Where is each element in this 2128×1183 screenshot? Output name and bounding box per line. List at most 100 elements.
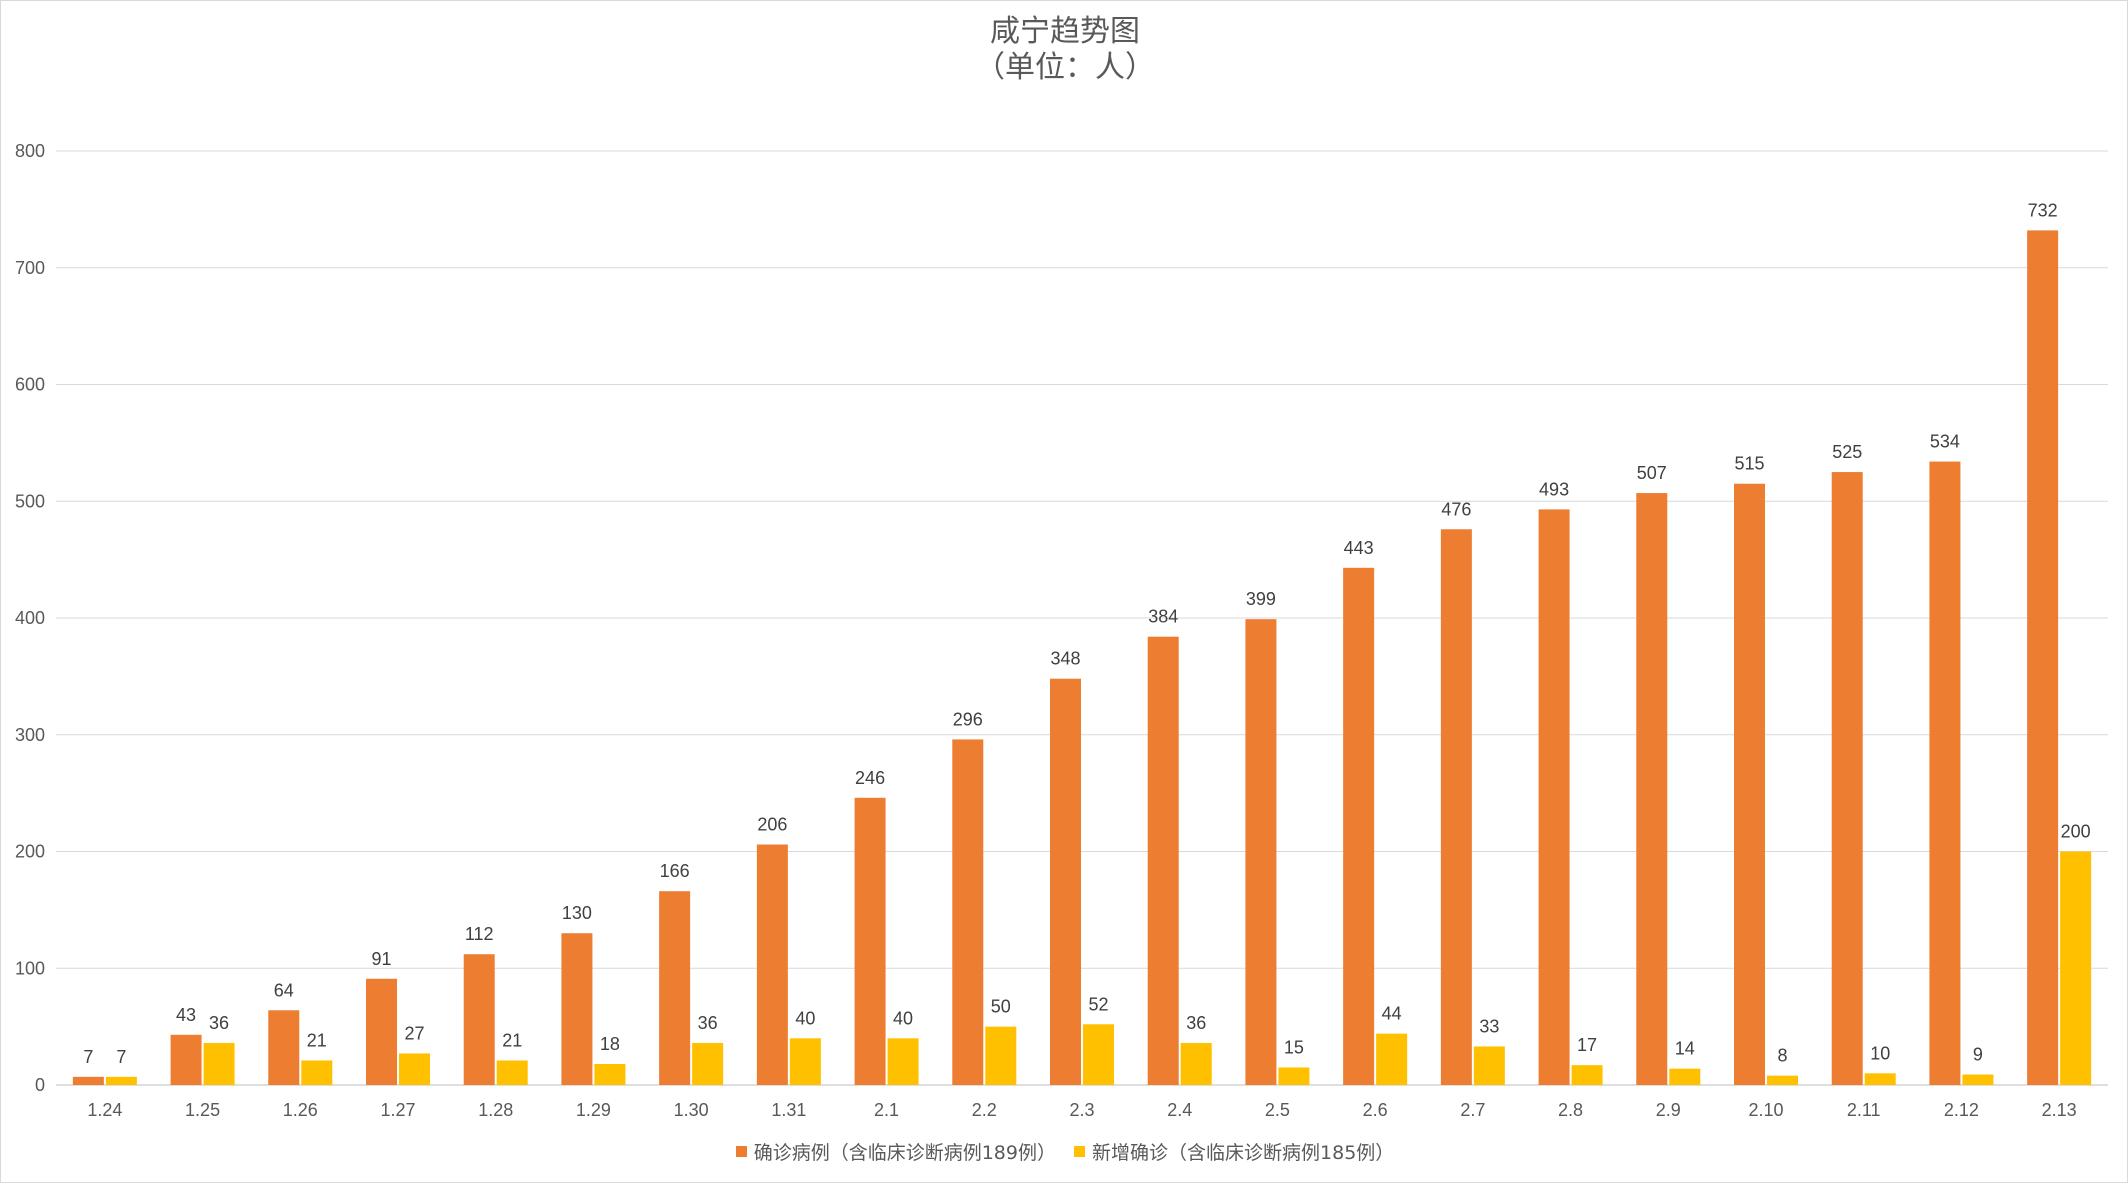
bar-confirmed: [854, 797, 886, 1085]
x-tick-label: 2.9: [1656, 1100, 1681, 1120]
bar-confirmed: [1440, 529, 1472, 1085]
x-tick-label: 2.2: [972, 1100, 997, 1120]
x-tick-label: 2.8: [1558, 1100, 1583, 1120]
data-label-confirmed: 732: [2028, 200, 2058, 220]
bar-new: [496, 1060, 528, 1085]
x-tick-label: 2.13: [2042, 1100, 2077, 1120]
data-label-confirmed: 507: [1637, 463, 1667, 483]
bar-confirmed: [1147, 636, 1179, 1085]
bar-confirmed: [366, 978, 397, 1085]
x-tick-label: 2.1: [874, 1100, 899, 1120]
bar-confirmed: [463, 954, 495, 1085]
legend-label-new: 新增确诊（含临床诊断病例185例）: [1092, 1142, 1395, 1164]
bar-new: [887, 1038, 919, 1085]
y-tick-label: 600: [15, 375, 45, 395]
data-label-confirmed: 246: [855, 768, 885, 788]
data-label-new: 40: [893, 1008, 913, 1028]
x-tick-label: 2.10: [1748, 1100, 1783, 1120]
bar-confirmed: [952, 739, 984, 1085]
data-label-confirmed: 43: [176, 1005, 196, 1025]
data-label-new: 10: [1870, 1043, 1890, 1063]
bar-new: [301, 1060, 333, 1085]
bar-new: [1962, 1074, 1994, 1085]
x-tick-label: 2.12: [1944, 1100, 1979, 1120]
bar-new: [203, 1042, 235, 1085]
x-tick-label: 1.26: [283, 1100, 318, 1120]
data-label-new: 14: [1675, 1039, 1695, 1059]
data-label-new: 17: [1577, 1035, 1597, 1055]
bar-new: [2060, 851, 2092, 1085]
bar-new: [1767, 1075, 1798, 1085]
bar-new: [399, 1053, 430, 1085]
legend-swatch-confirmed: [735, 1146, 747, 1157]
x-tick-label: 1.31: [771, 1100, 806, 1120]
legend-label-confirmed: 确诊病例（含临床诊断病例189例）: [753, 1142, 1056, 1164]
bar-confirmed: [756, 844, 788, 1085]
x-tick-label: 1.25: [185, 1100, 220, 1120]
bar-new: [1864, 1073, 1896, 1085]
data-label-confirmed: 112: [465, 924, 494, 944]
bar-confirmed: [72, 1076, 104, 1085]
y-tick-label: 100: [15, 958, 45, 978]
data-label-confirmed: 443: [1344, 538, 1374, 558]
data-label-new: 21: [307, 1030, 327, 1050]
data-label-new: 36: [698, 1013, 718, 1033]
y-tick-label: 400: [15, 608, 45, 628]
bar-confirmed: [659, 891, 691, 1085]
y-tick-label: 800: [15, 141, 45, 161]
data-label-confirmed: 91: [371, 949, 391, 969]
data-label-confirmed: 7: [83, 1047, 93, 1067]
data-label-new: 9: [1973, 1044, 1983, 1064]
data-label-new: 15: [1284, 1037, 1304, 1057]
data-label-confirmed: 130: [562, 903, 592, 923]
x-tick-label: 1.27: [380, 1100, 415, 1120]
x-tick-label: 2.6: [1363, 1100, 1388, 1120]
data-label-new: 44: [1382, 1004, 1402, 1024]
data-label-new: 8: [1777, 1046, 1787, 1066]
data-label-new: 40: [795, 1008, 815, 1028]
bar-new: [1376, 1033, 1408, 1085]
bar-confirmed: [1831, 472, 1863, 1085]
x-tick-label: 1.24: [87, 1100, 122, 1120]
data-label-confirmed: 64: [274, 980, 294, 1000]
bar-confirmed: [170, 1034, 202, 1085]
data-label-confirmed: 206: [757, 814, 787, 834]
y-tick-label: 500: [15, 491, 45, 511]
legend-item-confirmed: 确诊病例（含临床诊断病例189例）: [735, 1138, 1056, 1165]
x-tick-label: 1.30: [674, 1100, 709, 1120]
y-tick-label: 200: [15, 842, 45, 862]
data-label-new: 18: [600, 1034, 620, 1054]
data-label-new: 200: [2061, 822, 2091, 842]
x-tick-label: 2.4: [1167, 1100, 1192, 1120]
legend-item-new: 新增确诊（含临床诊断病例185例）: [1074, 1138, 1394, 1165]
data-label-confirmed: 515: [1734, 454, 1764, 474]
bar-new: [1278, 1067, 1310, 1085]
bar-confirmed: [1929, 461, 1961, 1085]
data-label-new: 36: [209, 1013, 229, 1033]
data-label-confirmed: 476: [1441, 499, 1471, 519]
bar-new: [1473, 1046, 1505, 1085]
data-label-new: 36: [1186, 1013, 1206, 1033]
y-tick-label: 300: [15, 725, 45, 745]
bar-new: [789, 1038, 821, 1085]
data-label-new: 50: [991, 997, 1011, 1017]
x-tick-label: 1.29: [576, 1100, 611, 1120]
x-tick-label: 2.3: [1069, 1100, 1094, 1120]
chart-subtitle: （单位：人）: [975, 50, 1155, 85]
x-tick-label: 2.7: [1460, 1100, 1485, 1120]
bar-new: [692, 1042, 724, 1085]
bar-new: [1571, 1065, 1603, 1085]
x-tick-label: 2.11: [1847, 1100, 1881, 1120]
data-label-new: 27: [404, 1023, 424, 1043]
x-tick-label: 1.28: [478, 1100, 513, 1120]
data-label-new: 7: [116, 1047, 126, 1067]
data-label-new: 33: [1479, 1016, 1499, 1036]
bar-confirmed: [1734, 483, 1765, 1085]
data-label-confirmed: 348: [1050, 649, 1080, 669]
bar-confirmed: [561, 933, 593, 1085]
bar-confirmed: [1538, 509, 1570, 1085]
bar-new: [1180, 1042, 1212, 1085]
data-label-confirmed: 166: [660, 861, 690, 881]
